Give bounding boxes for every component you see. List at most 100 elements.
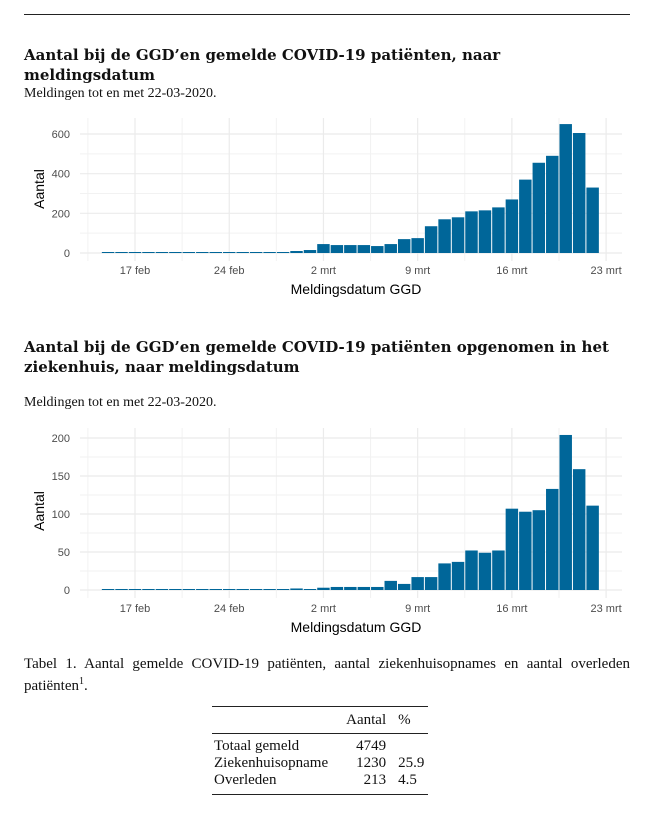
y-tick-label: 400 xyxy=(52,169,70,181)
bar xyxy=(397,239,411,253)
bar xyxy=(478,552,492,590)
header-label xyxy=(212,706,333,734)
bar xyxy=(478,210,492,253)
bar xyxy=(424,226,438,253)
row-percent: 4.5 xyxy=(398,772,417,788)
footnote-mark: 1 xyxy=(78,676,84,687)
bar xyxy=(451,217,465,253)
row-percent: 25.9 xyxy=(398,755,425,771)
row-aantal: 1230 xyxy=(356,755,387,771)
bar xyxy=(559,124,572,253)
bar xyxy=(128,252,142,253)
x-tick-label: 23 mrt xyxy=(591,603,622,615)
bar xyxy=(357,586,371,590)
bar xyxy=(101,589,115,590)
summary-table: Aantal % Totaal gemeld 4749 Ziekenhuisopn… xyxy=(212,706,429,795)
row-label: Totaal gemeld xyxy=(214,738,300,754)
x-tick-label: 2 mrt xyxy=(311,603,336,615)
bar xyxy=(317,244,330,253)
bar xyxy=(330,586,344,590)
bar xyxy=(222,589,236,590)
bar xyxy=(451,561,465,590)
bar xyxy=(344,245,357,253)
bar xyxy=(371,586,384,590)
bar xyxy=(155,252,169,253)
bar xyxy=(115,589,128,590)
bar xyxy=(196,589,209,590)
y-tick-label: 100 xyxy=(52,509,70,521)
x-tick-label: 16 mrt xyxy=(496,603,527,615)
bar xyxy=(384,580,397,590)
row-label: Ziekenhuisopname xyxy=(214,755,329,771)
bar xyxy=(169,252,182,253)
chart-2-subtitle: Meldingen tot en met 22-03-2020. xyxy=(24,395,217,410)
x-tick-label: 9 mrt xyxy=(405,603,430,615)
chart-1-subtitle: Meldingen tot en met 22-03-2020. xyxy=(24,86,217,101)
top-rule xyxy=(24,14,630,15)
table-caption-text: Tabel 1. Aantal gemelde COVID-19 patiënt… xyxy=(24,656,630,694)
y-tick-label: 0 xyxy=(64,248,70,260)
chart-2-title: Aantal bij de GGD’en gemelde COVID-19 pa… xyxy=(24,338,609,376)
header-aantal: Aantal xyxy=(332,706,391,734)
bar xyxy=(303,589,317,590)
bar xyxy=(222,252,236,253)
bar xyxy=(397,583,411,590)
bar xyxy=(169,589,182,590)
bar xyxy=(196,252,209,253)
table-caption: Tabel 1. Aantal gemelde COVID-19 patiënt… xyxy=(24,655,630,695)
bar xyxy=(586,187,599,253)
row-percent xyxy=(390,734,428,756)
bar xyxy=(182,252,196,253)
bar xyxy=(317,587,330,590)
bar xyxy=(249,589,263,590)
x-tick-label: 23 mrt xyxy=(591,265,622,277)
bar xyxy=(182,589,196,590)
x-tick-label: 17 feb xyxy=(120,603,151,615)
bar xyxy=(142,252,155,253)
bar xyxy=(276,252,290,253)
bar xyxy=(330,245,344,253)
row-aantal: 213 xyxy=(363,772,387,788)
bar xyxy=(249,252,263,253)
bar xyxy=(276,589,290,590)
table-header-row: Aantal % xyxy=(212,706,429,734)
bar xyxy=(128,589,142,590)
bar xyxy=(263,589,276,590)
bar xyxy=(411,238,424,253)
bar xyxy=(492,550,505,590)
y-tick-label: 0 xyxy=(64,585,70,597)
x-tick-label: 9 mrt xyxy=(405,265,430,277)
bar xyxy=(115,252,128,253)
bar xyxy=(546,488,559,590)
bar xyxy=(438,563,451,590)
bar xyxy=(209,589,222,590)
bar xyxy=(505,508,519,590)
bar xyxy=(357,245,371,253)
bar xyxy=(209,252,222,253)
x-tick-label: 24 feb xyxy=(214,603,245,615)
bar xyxy=(344,586,357,590)
bar xyxy=(572,469,586,590)
bar xyxy=(101,252,115,253)
bar xyxy=(303,250,317,253)
x-tick-label: 17 feb xyxy=(120,265,151,277)
bar xyxy=(572,133,586,253)
bar xyxy=(155,589,169,590)
bar xyxy=(142,589,155,590)
bar xyxy=(384,244,397,253)
table-row: Totaal gemeld 4749 xyxy=(212,734,428,756)
x-axis-label: Meldingsdatum GGD xyxy=(291,281,422,297)
bar xyxy=(424,577,438,590)
bar xyxy=(586,505,599,590)
bar xyxy=(532,510,546,590)
bar xyxy=(492,207,505,253)
bar xyxy=(290,251,303,253)
x-axis-label: Meldingsdatum GGD xyxy=(291,619,422,635)
table-row: Ziekenhuisopname 1230 25.9 xyxy=(212,755,428,772)
y-tick-label: 200 xyxy=(52,433,70,445)
bar xyxy=(263,252,276,253)
x-tick-label: 16 mrt xyxy=(496,265,527,277)
